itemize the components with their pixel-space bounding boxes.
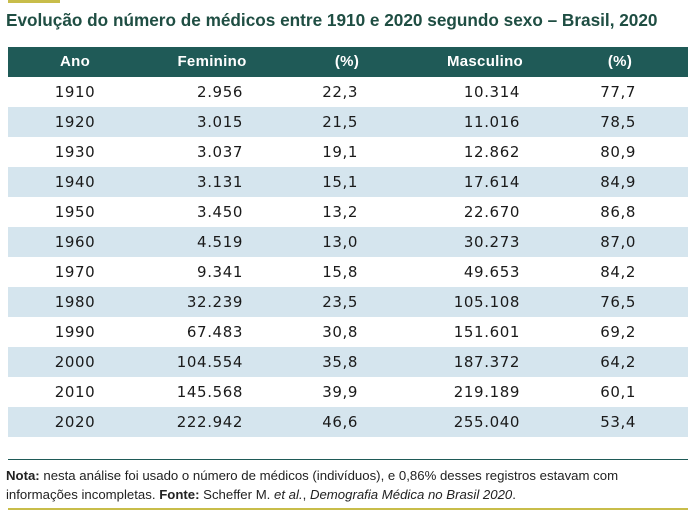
table-cell: 80,9 [600, 143, 636, 161]
table-cell: 23,5 [322, 293, 358, 311]
table-cell: 2020 [54, 413, 96, 431]
note: Nota: nesta análise foi usado o número d… [6, 466, 690, 504]
table-cell: 1990 [54, 323, 96, 341]
table-cell: 19,1 [322, 143, 358, 161]
table-cell: 60,1 [600, 383, 636, 401]
table-cell: 11.016 [463, 113, 520, 131]
table-cell: 1920 [54, 113, 96, 131]
table-row: 1960 4.519 13,0 30.273 87,0 [8, 227, 688, 257]
header-cell: Feminino [177, 53, 247, 70]
table-cell: 1930 [54, 143, 96, 161]
table-cell: 49.653 [463, 263, 520, 281]
header-cell: Masculino [446, 53, 524, 70]
table-cell: 1960 [54, 233, 96, 251]
table-row: 2020 222.942 46,6 255.040 53,4 [8, 407, 688, 437]
table-cell: 46,6 [322, 413, 358, 431]
table-cell: 86,8 [600, 203, 636, 221]
note-text: nesta análise foi usado o número de médi… [6, 468, 619, 502]
table-cell: 69,2 [600, 323, 636, 341]
table-row: 1990 67.483 30,8 151.601 69,2 [8, 317, 688, 347]
table-cell: 145.568 [176, 383, 243, 401]
table-cell: 30.273 [463, 233, 520, 251]
table-cell: 3.450 [197, 203, 243, 221]
table-rule [8, 459, 688, 460]
header-row: Ano Feminino (%) Masculino (%) [8, 47, 688, 77]
table-cell: 4.519 [197, 233, 243, 251]
table-cell: 1950 [54, 203, 96, 221]
table-row: 1970 9.341 15,8 49.653 84,2 [8, 257, 688, 287]
table-row: 1980 32.239 23,5 105.108 76,5 [8, 287, 688, 317]
table-cell: 1980 [54, 293, 96, 311]
table-row: 1940 3.131 15,1 17.614 84,9 [8, 167, 688, 197]
table-cell: 77,7 [600, 83, 636, 101]
table-cell: 35,8 [322, 353, 358, 371]
table-cell: 53,4 [600, 413, 636, 431]
table-cell: 76,5 [600, 293, 636, 311]
header-cell: Ano [59, 53, 91, 70]
table-row: 1920 3.015 21,5 11.016 78,5 [8, 107, 688, 137]
header-cell: (%) [334, 53, 360, 70]
accent-bar [8, 508, 688, 510]
table-cell: 2010 [54, 383, 96, 401]
source-label: Fonte: [159, 487, 200, 502]
title: Evolução do número de médicos entre 1910… [6, 10, 658, 30]
accent-bar [8, 0, 60, 3]
note-label: Nota: [6, 468, 40, 483]
table-cell: 219.189 [453, 383, 520, 401]
table-cell: 3.131 [197, 173, 243, 191]
source-title: Demografia Médica no Brasil 2020 [309, 487, 513, 502]
table-cell: 22.670 [463, 203, 520, 221]
table-cell: 3.015 [197, 113, 243, 131]
table-row: 1930 3.037 19,1 12.862 80,9 [8, 137, 688, 167]
table-cell: 12.862 [463, 143, 520, 161]
source-etal: et al. [274, 487, 303, 502]
table-cell: 9.341 [197, 263, 243, 281]
table-row: 2000 104.554 35,8 187.372 64,2 [8, 347, 688, 377]
table-cell: 104.554 [176, 353, 243, 371]
table-cell: 32.239 [186, 293, 243, 311]
table-cell: 1940 [54, 173, 96, 191]
table-cell: 39,9 [322, 383, 358, 401]
table-cell: 255.040 [453, 413, 520, 431]
table-cell: 3.037 [197, 143, 243, 161]
table-cell: 1910 [54, 83, 96, 101]
table-cell: 1970 [54, 263, 96, 281]
table-cell: 21,5 [322, 113, 358, 131]
table-cell: 13,0 [322, 233, 358, 251]
table-cell: 15,1 [322, 173, 358, 191]
table-cell: 84,2 [600, 263, 636, 281]
table-cell: 151.601 [453, 323, 520, 341]
table-cell: 67.483 [186, 323, 243, 341]
table-row: 1950 3.450 13,2 22.670 86,8 [8, 197, 688, 227]
table-cell: 84,9 [600, 173, 636, 191]
source-end: . [512, 487, 516, 502]
table-cell: 17.614 [463, 173, 520, 191]
table-cell: 30,8 [322, 323, 358, 341]
table-cell: 78,5 [600, 113, 636, 131]
table-cell: 87,0 [600, 233, 636, 251]
table-cell: 10.314 [463, 83, 520, 101]
table-cell: 2000 [54, 353, 96, 371]
table-cell: 2.956 [197, 83, 243, 101]
table-row: 2010 145.568 39,9 219.189 60,1 [8, 377, 688, 407]
table-cell: 222.942 [176, 413, 243, 431]
table-cell: 15,8 [322, 263, 358, 281]
table-row: 1910 2.956 22,3 10.314 77,7 [8, 77, 688, 107]
table: Ano Feminino (%) Masculino (%) 1910 2.956 22,3 1… [8, 47, 688, 437]
table-cell: 105.108 [453, 293, 520, 311]
source-author: Scheffer M. [199, 487, 275, 502]
header-cell: (%) [607, 53, 633, 70]
source-sep: , [302, 487, 310, 502]
table-cell: 13,2 [322, 203, 358, 221]
table-cell: 22,3 [322, 83, 358, 101]
table-cell: 64,2 [600, 353, 636, 371]
table-cell: 187.372 [453, 353, 520, 371]
